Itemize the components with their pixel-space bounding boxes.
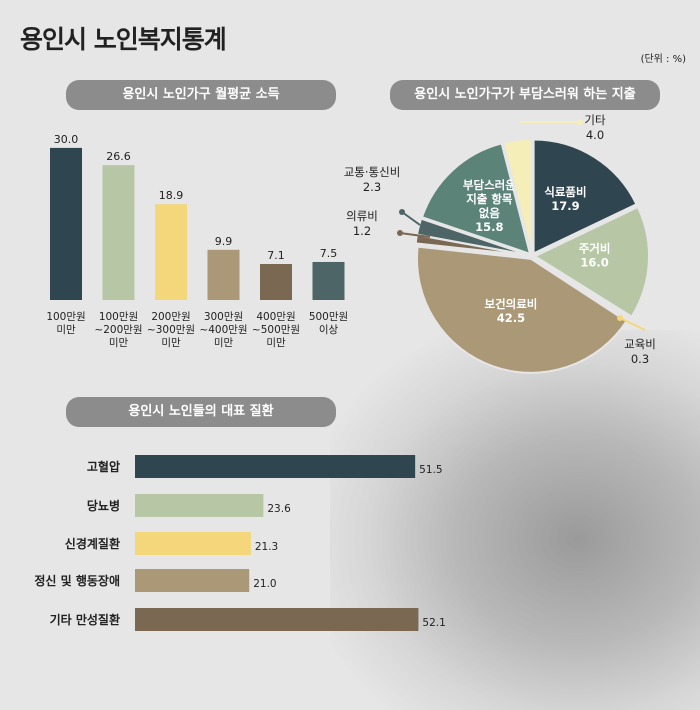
disease-category-label: 정신 및 행동장애 (34, 573, 120, 588)
disease-bar (135, 532, 251, 555)
income-value-label: 26.6 (106, 150, 131, 163)
pie-outside-label: 1.2 (353, 224, 371, 238)
disease-bar (135, 494, 264, 517)
pie-slice-label: 42.5 (497, 311, 525, 325)
income-category-label: 200만원 (151, 311, 190, 323)
pie-slice-label: 보건의료비 (484, 297, 537, 311)
disease-value-label: 23.6 (267, 503, 291, 515)
pie-slice (502, 138, 533, 254)
pie-leader-dot (617, 315, 623, 321)
disease-value-label: 21.3 (255, 541, 278, 553)
income-bar (260, 264, 292, 300)
income-chart-title: 용인시 노인가구 월평균 소득 (66, 80, 336, 110)
pie-leader-line (619, 317, 646, 331)
pie-leader-line (401, 211, 421, 226)
pie-leader-dot (397, 230, 403, 236)
income-category-label: 미만 (214, 337, 234, 349)
disease-value-label: 51.5 (419, 464, 442, 476)
income-category-label: 미만 (266, 337, 286, 349)
pie-outside-label: 교통·통신비 (344, 165, 401, 179)
pie-slice (533, 256, 633, 322)
disease-category-label: 기타 만성질환 (50, 612, 120, 627)
pie-outside-label: 4.0 (586, 128, 604, 142)
pie-leader-dot (399, 209, 405, 215)
pie-slice-label: 없음 (479, 206, 501, 220)
pie-slice-label: 16.0 (580, 256, 608, 270)
income-category-label: ~500만원 (252, 324, 300, 336)
pie-slice-label: 지출 항목 (466, 192, 513, 206)
income-category-label: 미만 (56, 324, 76, 336)
disease-bar (135, 455, 416, 478)
income-bar (207, 249, 240, 300)
pie-outside-label: 의류비 (346, 209, 378, 223)
income-category-label: 400만원 (256, 311, 295, 323)
pie-slice-label: 15.8 (475, 220, 503, 234)
disease-category-label: 당뇨병 (87, 498, 120, 513)
income-category-label: 500만원 (309, 311, 348, 323)
background-photo (330, 330, 700, 710)
disease-value-label: 52.1 (422, 617, 445, 629)
page-title: 용인시 노인복지통계 (20, 25, 227, 54)
income-category-label: 미만 (161, 337, 181, 349)
pie-outside-label: 2.3 (363, 180, 381, 194)
income-category-label: ~200만원 (94, 324, 142, 336)
income-category-label: 100만원 (99, 311, 138, 323)
pie-slice (416, 245, 628, 374)
pie-slice (420, 142, 532, 256)
pie-outside-label: 교육비 (624, 337, 656, 351)
income-category-label: 100만원 (46, 311, 85, 323)
disease-category-label: 신경계질환 (65, 536, 120, 551)
income-value-label: 18.9 (159, 189, 184, 202)
income-value-label: 9.9 (215, 235, 233, 248)
pie-outside-label: 0.3 (631, 352, 649, 366)
pie-slice-label: 주거비 (579, 242, 611, 256)
disease-value-label: 21.0 (253, 578, 276, 590)
pie-slice-label: 부담스러운 (463, 178, 516, 192)
pie-leader-dot (577, 119, 583, 125)
pie-slice (532, 138, 638, 256)
income-category-label: 300만원 (204, 311, 243, 323)
pie-outside-label: 기타 (584, 113, 606, 127)
income-bar (155, 204, 187, 300)
income-value-label: 30.0 (54, 133, 79, 146)
disease-bar (135, 569, 250, 592)
disease-category-label: 고혈압 (87, 459, 120, 474)
pie-leader-line (399, 232, 431, 238)
unit-label: (단위 : %) (640, 54, 686, 65)
income-category-label: 미만 (109, 337, 129, 349)
income-category-label: ~300만원 (147, 324, 195, 336)
pie-slice-label: 17.9 (551, 199, 579, 213)
income-bar (102, 165, 135, 300)
disease-chart-title: 용인시 노인들의 대표 질환 (66, 397, 336, 427)
income-value-label: 7.1 (267, 249, 285, 262)
income-category-label: ~400만원 (199, 324, 247, 336)
pie-slice (532, 205, 650, 319)
pie-slice-label: 식료품비 (544, 185, 586, 199)
income-bar (50, 147, 82, 300)
income-value-label: 7.5 (320, 247, 338, 260)
income-bar (312, 261, 345, 300)
expense-chart-title: 용인시 노인가구가 부담스러워 하는 지출 (390, 80, 660, 110)
income-category-label: 이상 (319, 324, 339, 336)
disease-bar (135, 608, 419, 631)
